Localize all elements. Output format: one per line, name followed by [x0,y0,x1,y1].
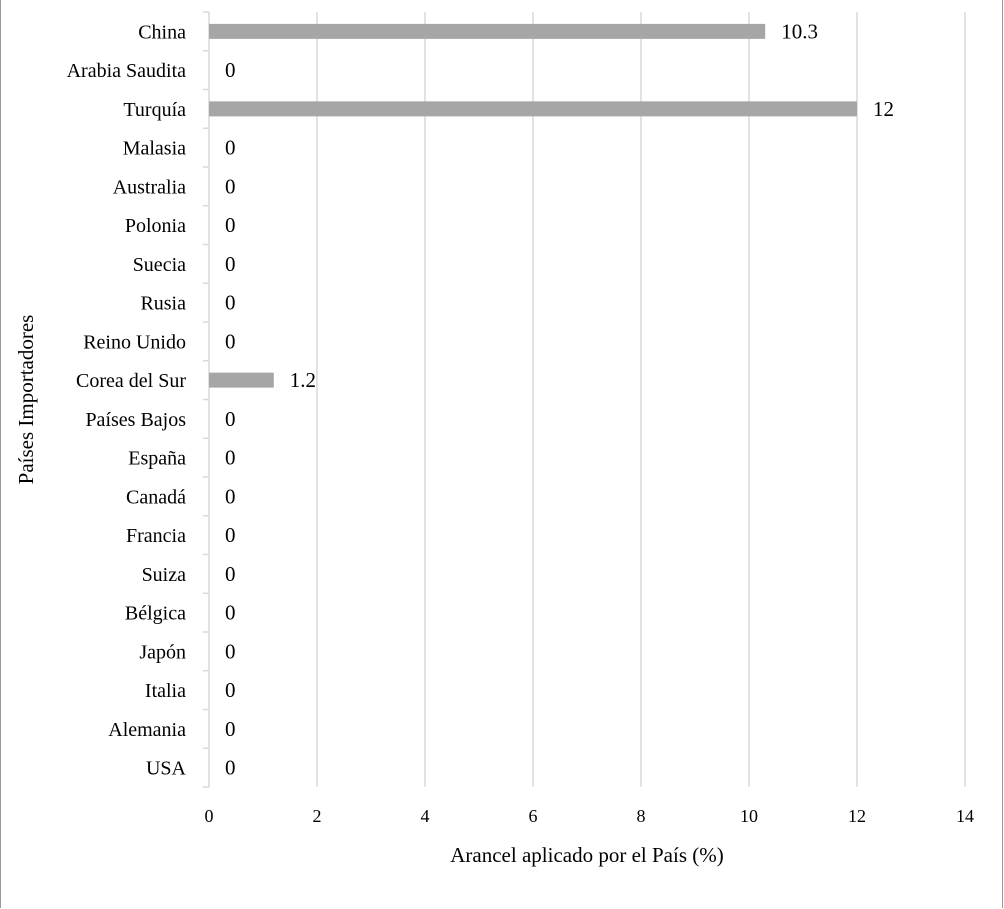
data-labels-group: 10.3 0 12 0 0 0 0 0 0 1.2 0 0 0 0 0 0 0 0 0 0 [225,19,894,779]
category-label: Rusia [140,293,186,315]
category-axis [203,11,210,788]
y-axis-title: Países Importadores [14,315,38,485]
category-label: China [138,21,186,43]
data-label: 0 [225,562,236,586]
category-label: Arabia Saudita [67,60,187,82]
category-label: Japón [139,641,186,663]
category-label: USA [146,758,187,780]
data-label: 0 [225,639,236,663]
x-tick-labels-group: 0 2 4 6 8 10 12 14 [205,806,975,826]
data-label: 12 [873,97,894,121]
data-label: 0 [225,523,236,547]
data-label: 0 [225,213,236,237]
category-label: Bélgica [125,603,186,625]
x-tick-label: 12 [848,806,866,826]
x-tick-label: 10 [740,806,758,826]
data-label: 0 [225,756,236,780]
category-label: España [128,448,186,470]
category-labels-group: China Arabia Saudita Turquía Malasia Austral… [67,21,187,779]
data-label: 0 [225,717,236,741]
x-tick-label: 0 [205,806,214,826]
category-label: Canadá [126,486,186,508]
category-label: Francia [126,525,186,547]
category-label: Italia [145,680,186,702]
category-label: Suiza [142,564,187,586]
x-tick-label: 6 [529,806,538,826]
data-label: 0 [225,58,236,82]
data-label: 0 [225,678,236,702]
x-tick-label: 2 [313,806,322,826]
data-label: 10.3 [781,19,818,43]
x-tick-label: 14 [956,806,974,826]
data-label: 0 [225,174,236,198]
category-label: Polonia [125,215,186,237]
data-label: 0 [225,329,236,353]
data-label: 0 [225,252,236,276]
x-axis-title: Arancel aplicado por el País (%) [450,843,723,867]
data-label: 0 [225,136,236,160]
bar [209,372,274,388]
category-label: Corea del Sur [76,370,186,392]
category-label: Malasia [123,138,186,160]
data-label: 0 [225,407,236,431]
category-label: Países Bajos [85,409,186,431]
category-label: Reino Unido [83,331,186,353]
bars-group [209,23,857,388]
data-label: 0 [225,446,236,470]
category-label: Suecia [133,254,186,276]
data-label: 0 [225,291,236,315]
bar [209,23,766,39]
data-label: 0 [225,601,236,625]
x-tick-label: 8 [637,806,646,826]
x-tick-label: 4 [421,806,430,826]
data-label: 1.2 [290,368,316,392]
bar [209,101,857,117]
category-label: Turquía [123,99,186,121]
category-label: Australia [113,176,186,198]
data-label: 0 [225,484,236,508]
category-label: Alemania [108,719,186,741]
grid-lines [316,12,966,787]
